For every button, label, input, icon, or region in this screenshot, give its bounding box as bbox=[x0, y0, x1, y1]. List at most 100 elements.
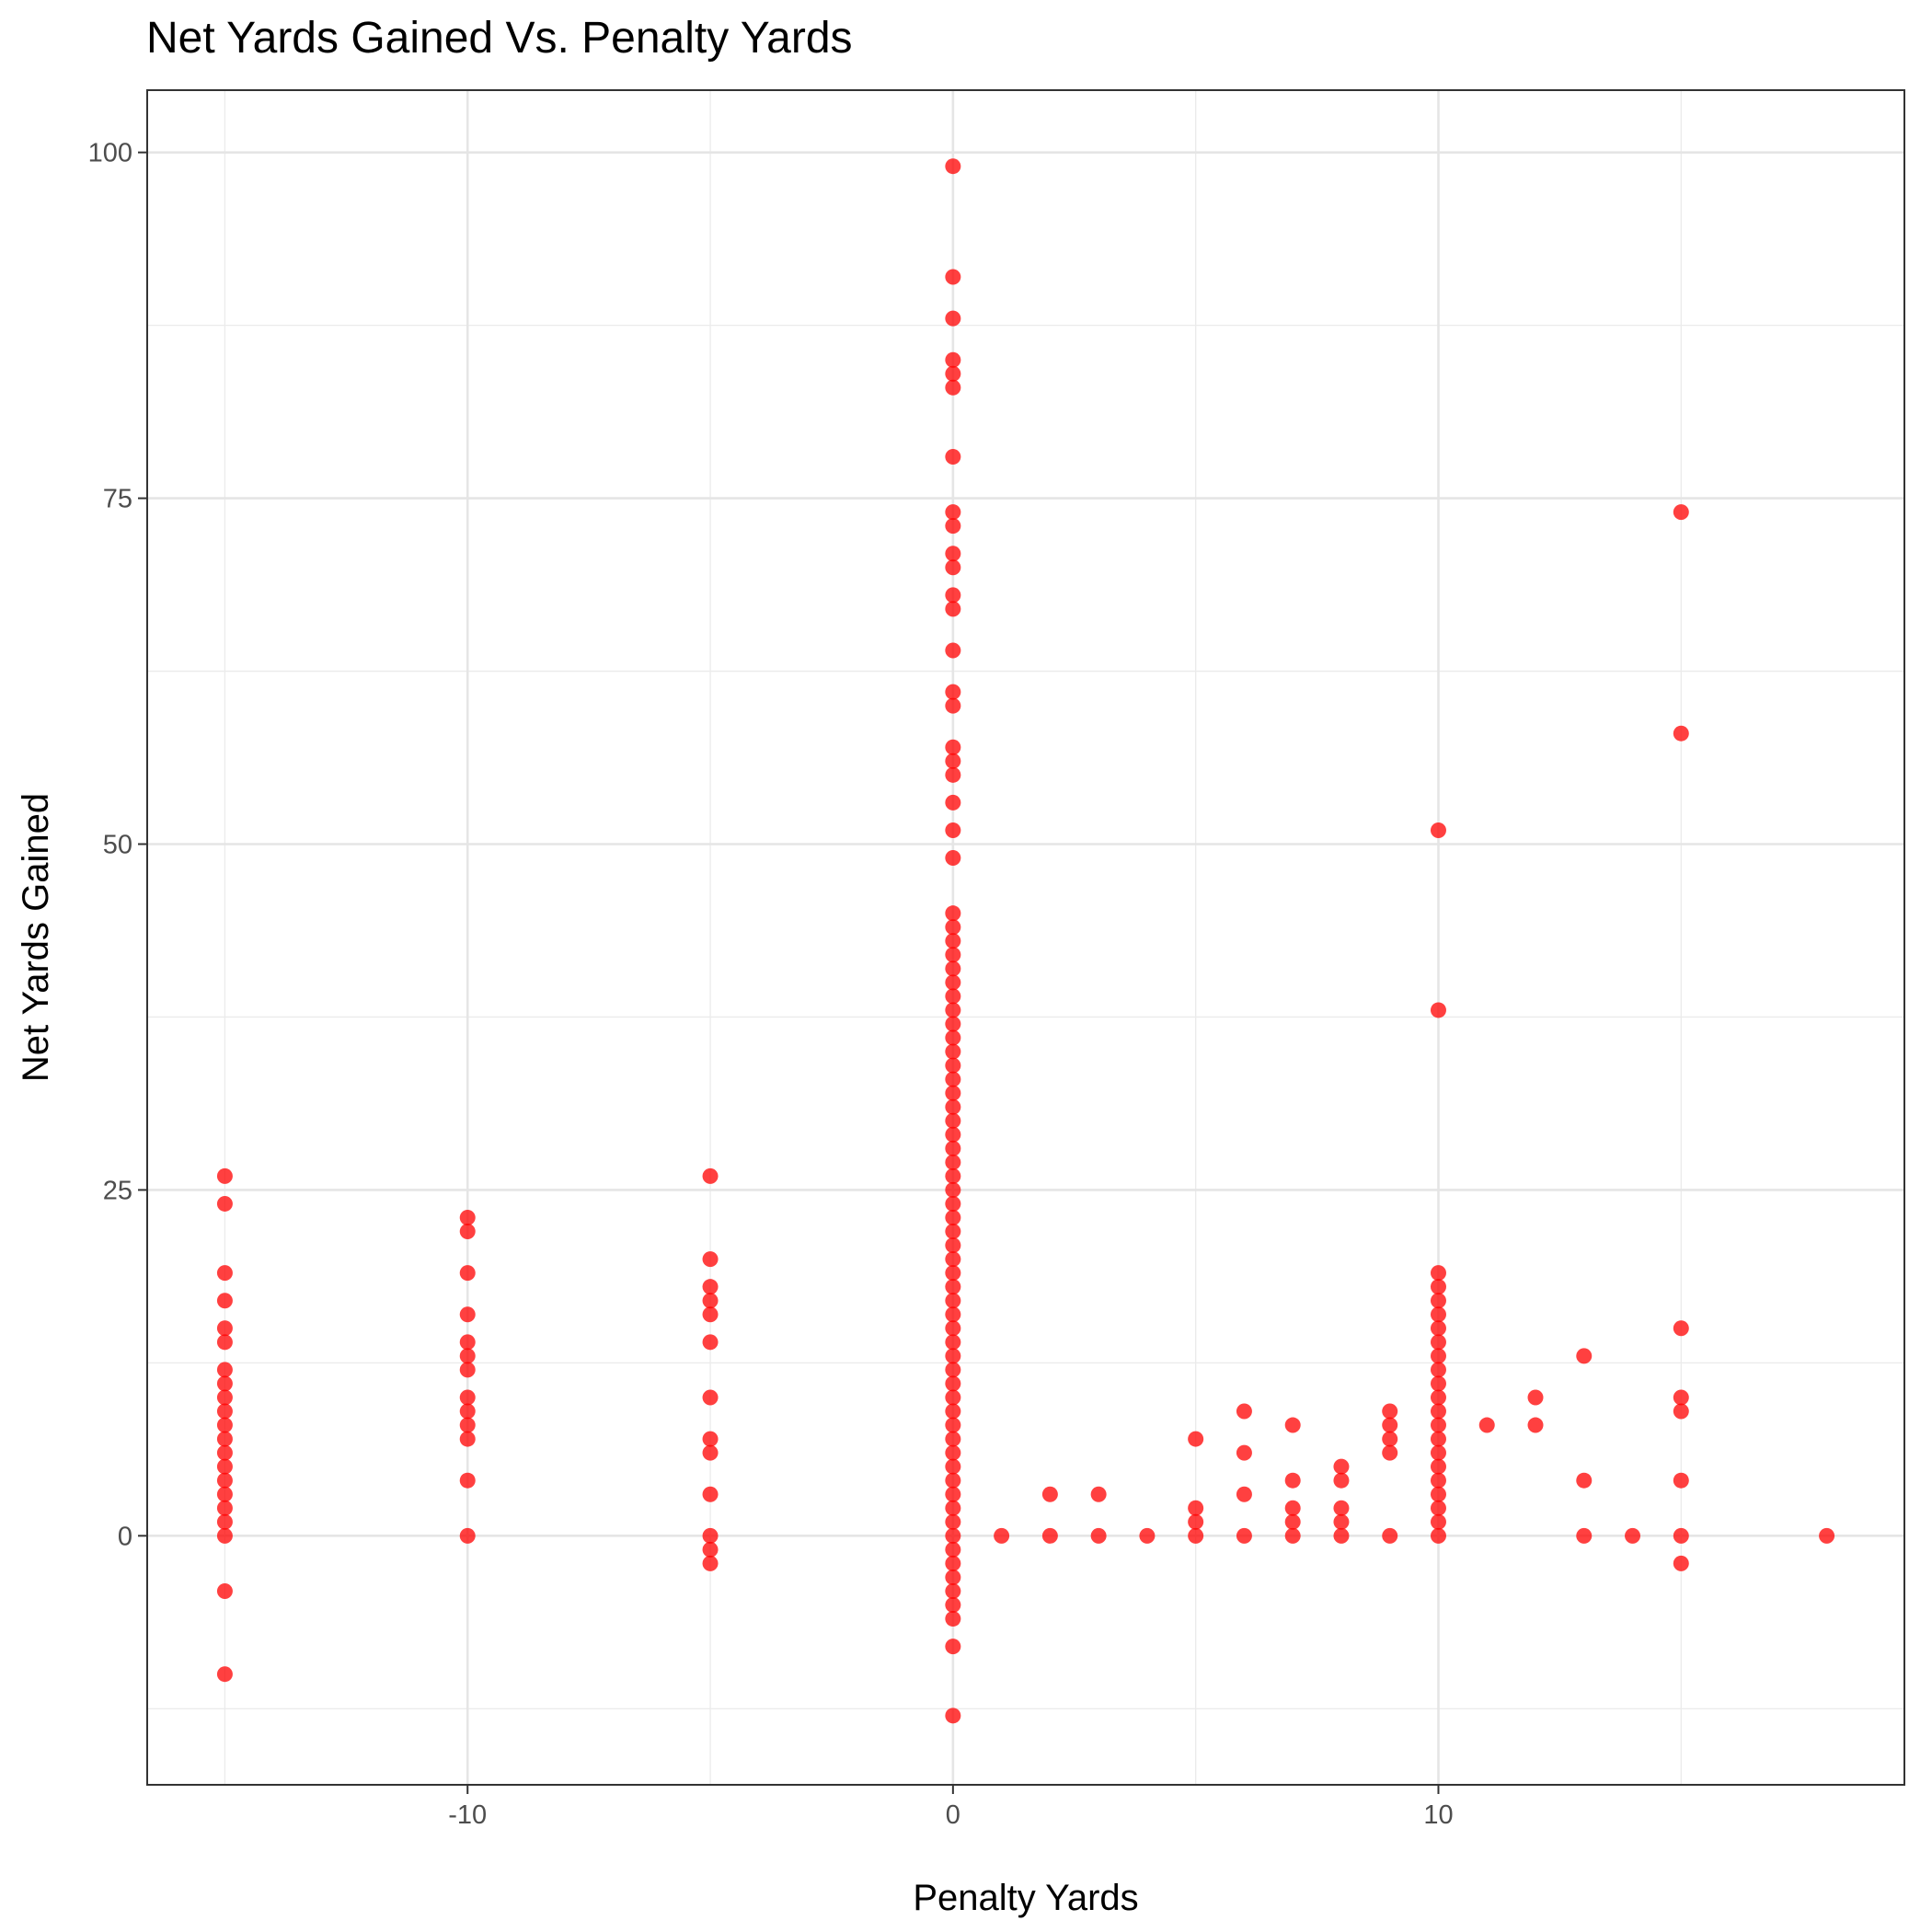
y-axis: 0 25 50 75 100 bbox=[88, 139, 147, 1551]
data-point bbox=[945, 850, 961, 867]
data-point bbox=[1430, 1389, 1446, 1406]
data-point bbox=[1430, 1265, 1446, 1282]
data-point bbox=[1430, 1348, 1446, 1364]
data-point bbox=[1673, 1403, 1689, 1420]
data-point bbox=[945, 1362, 961, 1378]
y-axis-title: Net Yards Gained bbox=[16, 793, 56, 1082]
data-point bbox=[702, 1541, 719, 1558]
data-point bbox=[1430, 1403, 1446, 1420]
data-point bbox=[945, 1085, 961, 1101]
data-point bbox=[945, 518, 961, 535]
data-point bbox=[216, 1403, 233, 1420]
data-point bbox=[216, 1417, 233, 1433]
data-point bbox=[945, 1431, 961, 1447]
data-point bbox=[945, 1251, 961, 1268]
data-point bbox=[945, 739, 961, 755]
y-tick-label: 75 bbox=[103, 485, 132, 514]
data-point bbox=[945, 310, 961, 327]
data-point bbox=[702, 1555, 719, 1571]
data-point bbox=[945, 1237, 961, 1254]
data-point bbox=[1284, 1472, 1301, 1489]
data-point bbox=[945, 822, 961, 838]
data-point bbox=[702, 1293, 719, 1309]
data-point bbox=[945, 1527, 961, 1544]
data-point bbox=[1382, 1444, 1398, 1461]
data-point bbox=[1430, 1334, 1446, 1351]
data-point bbox=[945, 448, 961, 465]
data-point bbox=[1382, 1431, 1398, 1447]
data-point bbox=[1430, 1417, 1446, 1433]
data-point bbox=[1673, 504, 1689, 521]
data-point bbox=[1284, 1527, 1301, 1544]
data-point bbox=[945, 1389, 961, 1406]
data-point bbox=[945, 1306, 961, 1323]
data-point bbox=[945, 1555, 961, 1571]
data-point bbox=[1430, 1320, 1446, 1337]
data-point bbox=[216, 1375, 233, 1392]
data-point bbox=[1625, 1527, 1641, 1544]
data-point bbox=[945, 933, 961, 949]
data-point bbox=[459, 1334, 476, 1351]
data-point bbox=[945, 1458, 961, 1475]
data-point bbox=[1236, 1486, 1252, 1502]
data-point bbox=[216, 1431, 233, 1447]
data-point bbox=[1430, 1527, 1446, 1544]
data-point bbox=[216, 1195, 233, 1212]
data-point bbox=[459, 1527, 476, 1544]
data-point bbox=[702, 1251, 719, 1268]
data-point bbox=[1430, 1002, 1446, 1018]
data-point bbox=[216, 1486, 233, 1502]
data-point bbox=[216, 1458, 233, 1475]
data-point bbox=[945, 905, 961, 922]
data-point bbox=[1333, 1458, 1350, 1475]
data-point bbox=[945, 1486, 961, 1502]
data-point bbox=[1430, 1486, 1446, 1502]
data-point bbox=[1236, 1403, 1252, 1420]
y-tick-label: 25 bbox=[103, 1176, 132, 1205]
data-point bbox=[945, 1320, 961, 1337]
data-point bbox=[1430, 1444, 1446, 1461]
data-points bbox=[216, 158, 1835, 1724]
data-point bbox=[945, 1043, 961, 1060]
data-point bbox=[216, 1527, 233, 1544]
data-point bbox=[216, 1444, 233, 1461]
data-point bbox=[702, 1431, 719, 1447]
data-point bbox=[1041, 1486, 1058, 1502]
x-axis: -10 0 10 bbox=[448, 1785, 1454, 1830]
data-point bbox=[945, 697, 961, 714]
data-point bbox=[945, 1016, 961, 1032]
data-point bbox=[945, 1167, 961, 1184]
data-point bbox=[1188, 1527, 1204, 1544]
data-point bbox=[945, 1154, 961, 1170]
data-point bbox=[945, 1569, 961, 1585]
data-point bbox=[945, 559, 961, 576]
data-point bbox=[1430, 1431, 1446, 1447]
data-point bbox=[945, 684, 961, 700]
data-point bbox=[702, 1389, 719, 1406]
data-point bbox=[1284, 1417, 1301, 1433]
data-point bbox=[1333, 1513, 1350, 1530]
data-point bbox=[945, 1265, 961, 1282]
data-point bbox=[945, 1071, 961, 1087]
data-point bbox=[1673, 1527, 1689, 1544]
data-point bbox=[216, 1500, 233, 1516]
data-point bbox=[216, 1362, 233, 1378]
data-point bbox=[1430, 1472, 1446, 1489]
data-point bbox=[945, 1417, 961, 1433]
data-point bbox=[945, 1057, 961, 1074]
data-point bbox=[1139, 1527, 1156, 1544]
data-point bbox=[945, 601, 961, 617]
data-point bbox=[1576, 1527, 1593, 1544]
data-point bbox=[945, 1639, 961, 1655]
data-point bbox=[945, 1611, 961, 1627]
data-point bbox=[945, 1582, 961, 1599]
data-point bbox=[1673, 1389, 1689, 1406]
data-point bbox=[1527, 1389, 1544, 1406]
data-point bbox=[216, 1513, 233, 1530]
data-point bbox=[459, 1403, 476, 1420]
data-point bbox=[945, 1348, 961, 1364]
plot-border bbox=[146, 89, 1905, 1786]
data-point bbox=[945, 766, 961, 783]
data-point bbox=[1284, 1500, 1301, 1516]
data-point bbox=[945, 546, 961, 562]
